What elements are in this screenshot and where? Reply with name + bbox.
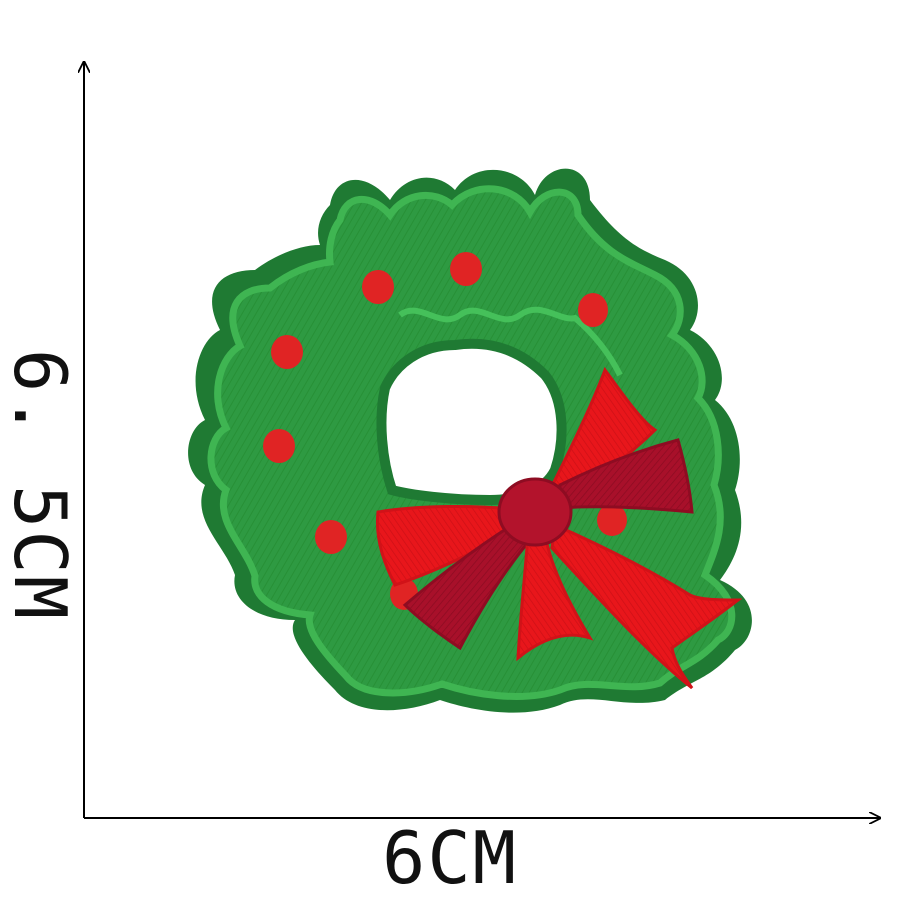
bow-tail-center	[516, 533, 594, 662]
bow-tail-right	[550, 522, 743, 690]
berries	[263, 252, 627, 610]
dimension-axes	[84, 62, 880, 818]
berry	[315, 520, 347, 554]
berry	[271, 335, 303, 369]
berry	[578, 293, 608, 327]
berry	[362, 270, 394, 304]
bow-tail-dark-left	[402, 517, 532, 651]
berry	[263, 429, 295, 463]
wreath-center-hole	[376, 338, 567, 506]
bow-knot	[497, 477, 573, 547]
bow-tail-dark-right	[558, 438, 694, 514]
width-dimension-label: 6CM	[381, 816, 519, 900]
berry	[450, 252, 482, 286]
wreath-inner-stitch	[398, 306, 623, 377]
height-dimension-label: 6. 5CM	[0, 348, 82, 622]
wreath-patch	[188, 168, 752, 713]
berry	[597, 504, 627, 536]
bow	[375, 366, 743, 690]
